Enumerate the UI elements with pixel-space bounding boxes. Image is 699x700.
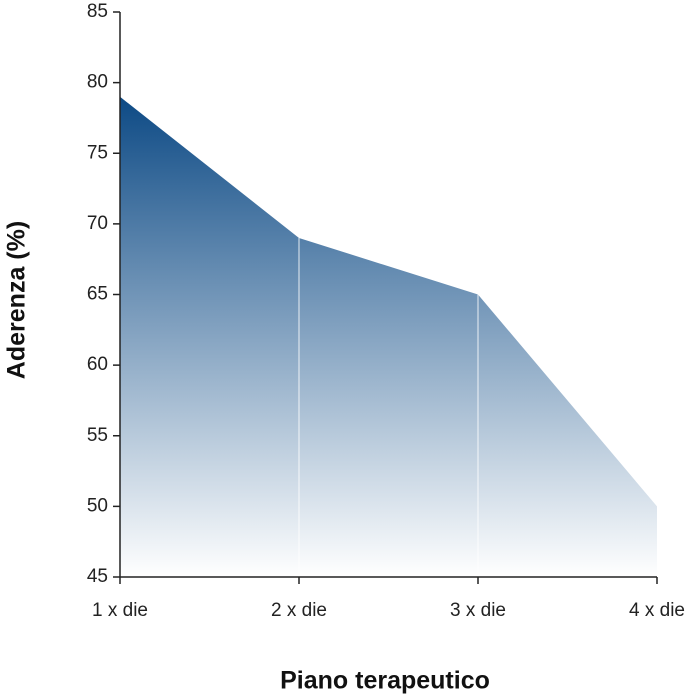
area [120, 96, 657, 577]
x-tick-label: 4 x die [629, 600, 685, 621]
y-tick-label: 65 [87, 284, 108, 305]
y-axis-title: Aderenza (%) [3, 221, 31, 379]
x-axis-title: Piano terapeutico [280, 667, 490, 695]
y-tick-label: 55 [87, 425, 108, 446]
y-tick-label: 70 [87, 213, 108, 234]
y-tick-label: 85 [87, 1, 108, 22]
x-tick-label: 2 x die [271, 600, 327, 621]
y-tick-label: 45 [87, 566, 108, 587]
y-tick-label: 80 [87, 72, 108, 93]
y-tick-label: 75 [87, 142, 108, 163]
x-tick-label: 1 x die [92, 600, 148, 621]
y-tick-label: 60 [87, 354, 108, 375]
x-tick-label: 3 x die [450, 600, 506, 621]
y-tick-label: 50 [87, 495, 108, 516]
